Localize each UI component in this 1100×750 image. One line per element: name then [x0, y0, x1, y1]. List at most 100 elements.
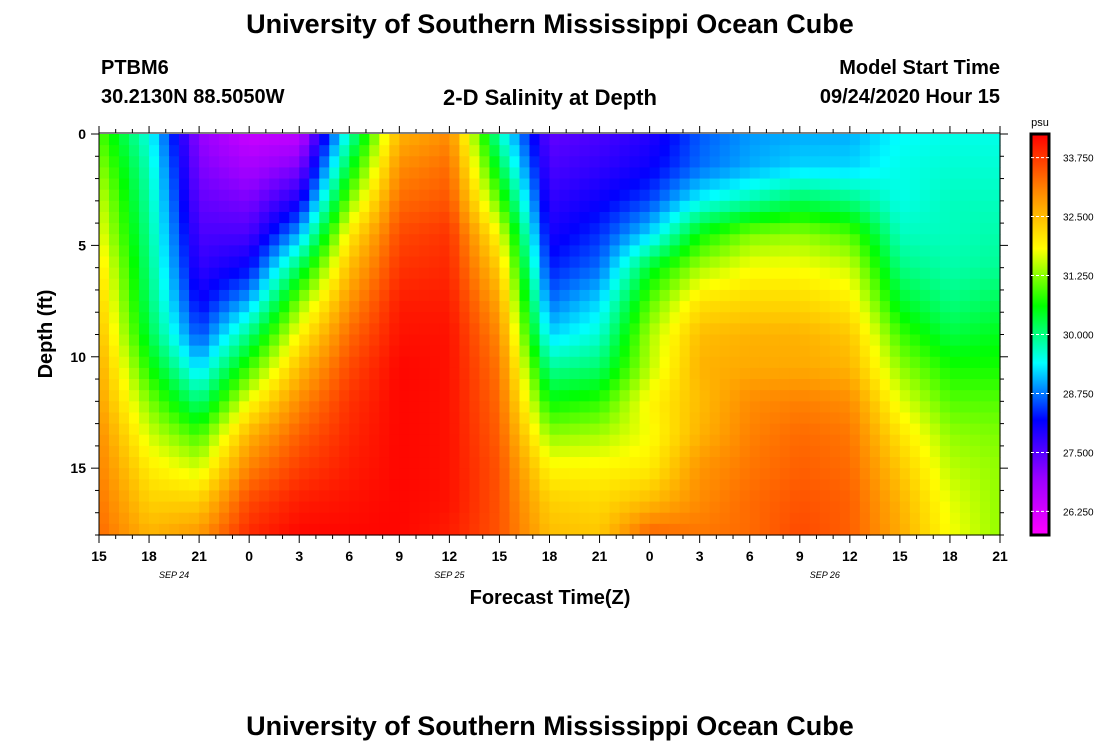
- heatmap-cell: [799, 345, 811, 358]
- heatmap-cell: [439, 512, 450, 525]
- heatmap-cell: [659, 145, 671, 157]
- x-tick-label: 21: [191, 548, 207, 564]
- heatmap-cell: [299, 457, 310, 469]
- heatmap-cell: [189, 434, 200, 447]
- heatmap-cell: [599, 134, 611, 146]
- heatmap-cell: [129, 267, 140, 280]
- heatmap-cell: [469, 200, 481, 213]
- heatmap-cell: [109, 479, 120, 492]
- heatmap-cell: [279, 423, 290, 436]
- heatmap-cell: [109, 390, 120, 402]
- heatmap-cell: [449, 501, 460, 514]
- heatmap-cell: [359, 412, 370, 425]
- heatmap-cell: [989, 468, 1001, 480]
- heatmap-cell: [729, 345, 741, 358]
- heatmap-cell: [619, 312, 631, 324]
- heatmap-cell: [729, 211, 741, 224]
- heatmap-cell: [179, 134, 190, 146]
- heatmap-cell: [329, 412, 340, 425]
- heatmap-cell: [159, 457, 170, 469]
- heatmap-cell: [139, 134, 150, 146]
- heatmap-cell: [669, 178, 681, 191]
- heatmap-cell: [859, 312, 871, 324]
- heatmap-cell: [459, 312, 471, 324]
- heatmap-cell: [749, 245, 761, 258]
- heatmap-cell: [399, 323, 410, 336]
- heatmap-cell: [929, 512, 941, 525]
- heatmap-cell: [509, 223, 521, 235]
- heatmap-cell: [679, 178, 691, 191]
- heatmap-cell: [839, 445, 851, 458]
- heatmap-cell: [409, 523, 420, 536]
- heatmap-cell: [329, 367, 340, 380]
- heatmap-cell: [189, 445, 200, 458]
- heatmap-cell: [499, 267, 511, 280]
- heatmap-cell: [789, 145, 801, 157]
- heatmap-cell: [299, 468, 310, 480]
- heatmap-cell: [859, 167, 871, 180]
- heatmap-cell: [859, 345, 871, 358]
- heatmap-cell: [179, 334, 190, 347]
- heatmap-cell: [369, 334, 380, 347]
- heatmap-cell: [899, 401, 911, 414]
- heatmap-cell: [249, 278, 260, 291]
- heatmap-cell: [789, 200, 801, 213]
- heatmap-cell: [899, 490, 911, 503]
- heatmap-cell: [399, 457, 410, 469]
- heatmap-cell: [249, 423, 260, 436]
- heatmap-cell: [349, 423, 360, 436]
- heatmap-cell: [139, 345, 150, 358]
- heatmap-cell: [139, 256, 150, 269]
- heatmap-cell: [869, 289, 881, 302]
- heatmap-cell: [419, 301, 430, 313]
- heatmap-cell: [359, 512, 370, 525]
- heatmap-cell: [629, 323, 641, 336]
- heatmap-cell: [139, 289, 150, 302]
- heatmap-cell: [279, 457, 290, 469]
- heatmap-cell: [169, 501, 180, 514]
- heatmap-cell: [759, 356, 771, 369]
- heatmap-cell: [899, 234, 911, 246]
- heatmap-cell: [519, 445, 531, 458]
- heatmap-cell: [889, 401, 901, 414]
- heatmap-cell: [479, 323, 491, 336]
- heatmap-cell: [589, 468, 601, 480]
- heatmap-cell: [119, 267, 130, 280]
- heatmap-cell: [539, 167, 551, 180]
- heatmap-cell: [419, 434, 430, 447]
- heatmap-cell: [909, 423, 921, 436]
- heatmap-cell: [569, 211, 581, 224]
- heatmap-cell: [269, 156, 280, 169]
- heatmap-cell: [819, 345, 831, 358]
- heatmap-cell: [709, 367, 721, 380]
- heatmap-cell: [439, 334, 450, 347]
- heatmap-cell: [559, 256, 571, 269]
- heatmap-cell: [569, 434, 581, 447]
- heatmap-cell: [709, 256, 721, 269]
- heatmap-cell: [879, 234, 891, 246]
- heatmap-cell: [799, 323, 811, 336]
- heatmap-cell: [239, 356, 250, 369]
- heatmap-cell: [569, 512, 581, 525]
- heatmap-cell: [659, 334, 671, 347]
- heatmap-cell: [539, 145, 551, 157]
- heatmap-cell: [109, 189, 120, 202]
- heatmap-cell: [529, 523, 541, 536]
- heatmap-cell: [429, 479, 440, 492]
- heatmap-cell: [899, 479, 911, 492]
- heatmap-cell: [969, 367, 981, 380]
- heatmap-cell: [799, 200, 811, 213]
- heatmap-cell: [169, 390, 180, 402]
- heatmap-cell: [669, 379, 681, 391]
- heatmap-cell: [829, 412, 841, 425]
- heatmap-cell: [269, 167, 280, 180]
- heatmap-cell: [379, 434, 390, 447]
- heatmap-cell: [919, 178, 931, 191]
- heatmap-cell: [529, 278, 541, 291]
- heatmap-cell: [739, 245, 751, 258]
- x-tick-label: 18: [942, 548, 958, 564]
- heatmap-cell: [209, 189, 220, 202]
- heatmap-cell: [829, 323, 841, 336]
- heatmap-cell: [699, 468, 711, 480]
- heatmap-cell: [869, 423, 881, 436]
